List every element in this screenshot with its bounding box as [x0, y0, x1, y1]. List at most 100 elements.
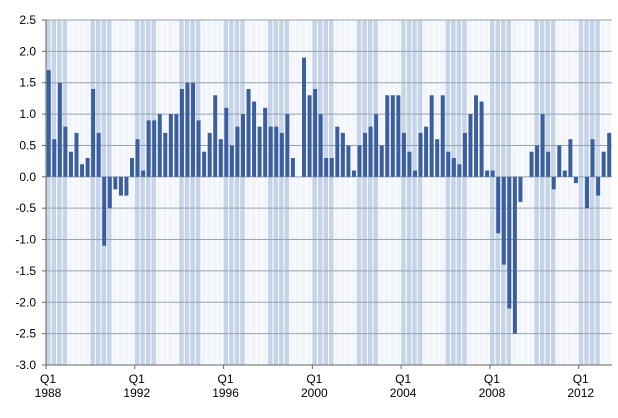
bar — [107, 176, 112, 209]
quarter-stripe — [428, 20, 434, 365]
bar — [268, 126, 273, 177]
y-tick-label: -1.0 — [15, 233, 36, 247]
x-tick-label-line: 2004 — [390, 386, 417, 400]
bar — [318, 114, 323, 177]
quarter-stripe — [478, 20, 484, 365]
quarter-stripe — [445, 20, 451, 365]
bar — [307, 95, 312, 177]
x-tick-label-line: 2008 — [479, 386, 506, 400]
quarter-stripe — [84, 20, 90, 365]
quarter-stripe — [528, 20, 534, 365]
bar — [329, 158, 334, 177]
quarter-stripe — [323, 20, 328, 365]
quarter-stripe — [578, 20, 584, 365]
bar — [157, 114, 162, 177]
quarter-stripe — [545, 20, 550, 365]
x-tick-label: Q1 2012 — [567, 372, 594, 400]
bar — [252, 101, 257, 177]
quarter-stripe — [550, 20, 556, 365]
bar — [63, 126, 68, 177]
bar — [429, 95, 434, 177]
quarter-stripe — [212, 20, 218, 365]
x-tick-label: Q1 1988 — [35, 372, 62, 400]
quarter-stripe — [406, 20, 412, 365]
quarter-stripe — [145, 20, 151, 365]
x-tick-label-line: 1988 — [35, 386, 62, 400]
bar — [257, 126, 262, 177]
y-tick-label: -3.0 — [15, 358, 36, 372]
quarter-stripe — [390, 20, 395, 365]
x-tick-label-line: Q1 — [40, 372, 56, 386]
bar — [80, 164, 85, 177]
bar — [407, 151, 412, 177]
bar — [518, 176, 523, 202]
quarter-stripe — [473, 20, 478, 365]
bar — [490, 170, 495, 177]
quarter-stripe — [562, 20, 567, 365]
quarter-stripe — [539, 20, 545, 365]
y-tick-label: -2.0 — [15, 295, 36, 309]
bar — [52, 139, 57, 177]
bar — [313, 89, 318, 177]
quarter-stripe — [57, 20, 62, 365]
quarter-stripe — [556, 20, 562, 365]
bar — [263, 107, 268, 177]
quarter-stripe — [462, 20, 467, 365]
y-tick-label: 1.5 — [19, 76, 36, 90]
bar — [246, 89, 251, 177]
bar — [573, 176, 578, 184]
quarter-stripe — [51, 20, 57, 365]
quarter-stripe — [112, 20, 118, 365]
bar — [568, 139, 573, 177]
quarter-stripe — [434, 20, 439, 365]
bar — [607, 132, 612, 177]
bar — [507, 176, 512, 309]
bar — [235, 126, 240, 177]
quarter-stripe — [90, 20, 95, 365]
bar — [174, 114, 179, 177]
quarter-stripe — [395, 20, 401, 365]
quarter-stripe — [251, 20, 256, 365]
quarter-stripe — [62, 20, 68, 365]
quarter-stripe — [523, 20, 528, 365]
x-tick-label-line: Q1 — [484, 372, 500, 386]
quarter-stripe — [201, 20, 206, 365]
bar — [335, 126, 340, 177]
x-tick-label-line: 2000 — [301, 386, 328, 400]
bar — [385, 95, 390, 177]
quarter-stripe — [317, 20, 323, 365]
bar — [351, 170, 356, 177]
quarter-stripe — [301, 20, 306, 365]
bar — [191, 82, 196, 177]
bar — [185, 82, 190, 177]
x-tick-label-line: Q1 — [395, 372, 411, 386]
bar — [346, 145, 351, 177]
bar — [357, 145, 362, 177]
quarter-stripe — [356, 20, 362, 365]
quarter-stripe — [279, 20, 284, 365]
quarter-stripe — [351, 20, 356, 365]
bar — [202, 151, 207, 177]
bar — [468, 114, 473, 177]
bar — [435, 139, 440, 177]
bar — [207, 132, 212, 177]
bar — [46, 70, 51, 177]
quarter-stripe — [312, 20, 317, 365]
bar — [546, 151, 551, 177]
y-tick-label: -1.5 — [15, 264, 36, 278]
bar — [479, 101, 484, 177]
quarter-stripe — [229, 20, 234, 365]
bar — [124, 176, 129, 196]
bar — [96, 132, 101, 177]
quarter-stripe — [401, 20, 406, 365]
x-tick-label-line: 2012 — [567, 386, 594, 400]
x-tick-label: Q1 1992 — [123, 372, 150, 400]
quarter-stripe — [334, 20, 340, 365]
quarter-stripe — [262, 20, 267, 365]
bar — [57, 82, 62, 177]
bar — [401, 132, 406, 177]
x-tick-label: Q1 2004 — [390, 372, 417, 400]
quarter-stripe — [412, 20, 417, 365]
x-tick-label: Q1 1996 — [212, 372, 239, 400]
quarter-stripe — [162, 20, 168, 365]
